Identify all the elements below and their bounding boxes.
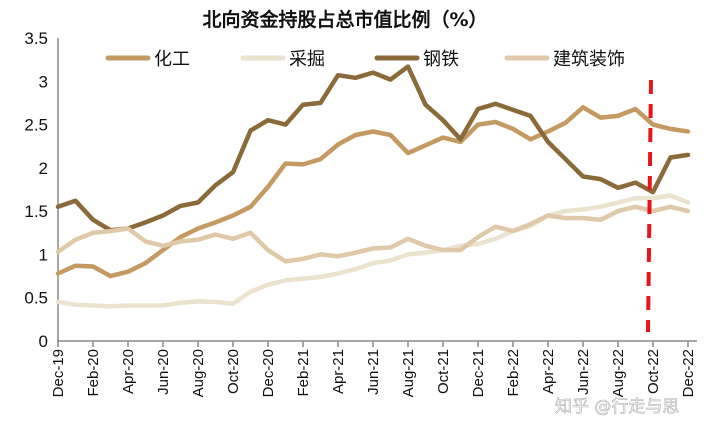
- x-tick-label: Aug-21: [400, 349, 417, 397]
- x-tick-label: Jun-22: [575, 349, 592, 395]
- reference-dashed-line: [646, 79, 653, 333]
- y-tick-label: 0.5: [24, 289, 48, 308]
- x-tick-label: Dec-19: [50, 349, 67, 397]
- watermark: 知乎 @行走与思: [555, 397, 679, 417]
- x-tick-label: Jun-21: [365, 349, 382, 395]
- x-tick-label: Dec-22: [680, 349, 697, 397]
- x-tick-label: Aug-20: [190, 349, 207, 397]
- x-tick-label: Oct-21: [435, 349, 452, 394]
- series-line-采掘: [55, 193, 691, 309]
- x-tick-label: Dec-20: [260, 349, 277, 397]
- legend-label: 钢铁: [423, 49, 459, 70]
- x-tick-label: Dec-21: [470, 349, 487, 397]
- x-tick-label: Jun-20: [155, 349, 172, 395]
- y-tick-label: 3.5: [24, 29, 48, 48]
- y-tick-label: 2.5: [24, 116, 48, 135]
- x-tick-label: Feb-20: [85, 349, 102, 397]
- x-tick-label: Feb-21: [295, 349, 312, 397]
- chart-title: 北向资金持股占总市值比例（%）: [202, 8, 487, 31]
- y-tick-label: 1.5: [24, 202, 48, 221]
- y-tick-label: 2: [39, 159, 48, 178]
- x-axis: Dec-19 Feb-20 Apr-20 Jun-20 Aug-20 Oct-20 Dec-…: [50, 340, 697, 397]
- series-line-钢铁: [55, 64, 691, 233]
- x-tick-label: Apr-21: [330, 349, 347, 394]
- series-lines: [55, 64, 691, 309]
- x-tick-label: Aug-22: [610, 349, 627, 397]
- series-line-化工: [55, 105, 691, 279]
- legend-label: 采掘: [289, 49, 325, 70]
- legend-label: 建筑装饰: [553, 49, 625, 70]
- y-tick-label: 0: [39, 332, 48, 351]
- legend-label: 化工: [154, 49, 190, 70]
- x-tick-label: Feb-22: [505, 349, 522, 397]
- x-tick-label: Apr-22: [540, 349, 557, 394]
- legend: 化工 采掘 钢铁 建筑装饰: [105, 49, 625, 70]
- x-tick-label: Apr-20: [120, 349, 137, 394]
- x-tick-label: Oct-22: [645, 349, 662, 394]
- y-axis: 0 0.5 1 1.5 2 2.5 3 3.5: [24, 29, 59, 351]
- x-tick-label: Oct-20: [225, 349, 242, 394]
- y-tick-label: 1: [39, 245, 48, 264]
- series-line-建筑装饰: [55, 204, 691, 264]
- y-tick-label: 3: [39, 72, 48, 91]
